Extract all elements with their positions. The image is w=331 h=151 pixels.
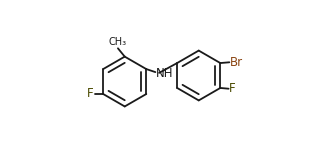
Text: CH₃: CH₃ [108, 37, 126, 47]
Text: Br: Br [230, 56, 243, 69]
Text: F: F [229, 82, 236, 95]
Text: F: F [87, 87, 94, 101]
Text: NH: NH [156, 67, 173, 80]
